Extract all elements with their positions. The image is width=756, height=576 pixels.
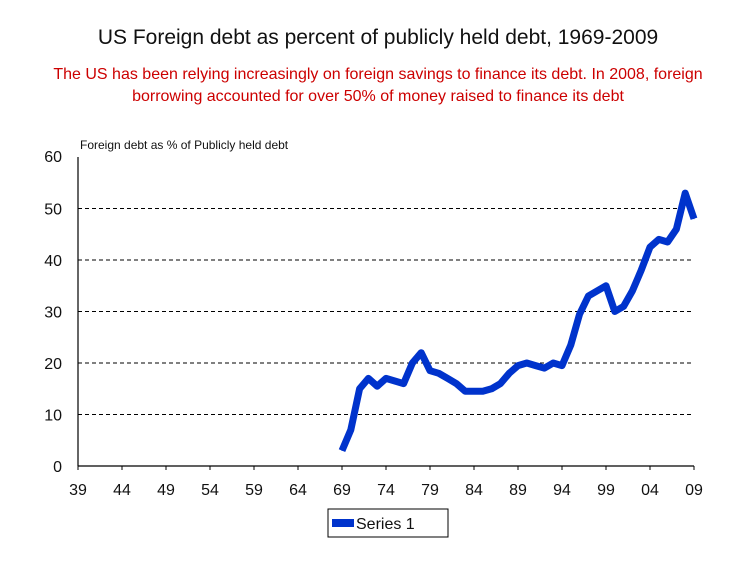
data-point-2002 — [631, 290, 633, 292]
x-tick-label-39: 39 — [69, 482, 87, 499]
legend-label-series-1: Series 1 — [356, 516, 415, 533]
x-tick-label-69: 69 — [333, 482, 351, 499]
data-point-1997 — [587, 295, 589, 297]
data-point-1973 — [376, 385, 378, 387]
data-point-1977 — [411, 362, 413, 364]
x-tick-labels: 39 44 49 54 59 64 69 74 79 84 89 94 99 04 09 — [69, 482, 703, 499]
data-point-1982 — [455, 383, 457, 385]
data-point-1990 — [526, 362, 528, 364]
x-tick-label-94: 94 — [553, 482, 571, 499]
data-point-1976 — [403, 383, 405, 385]
data-point-2008 — [684, 192, 686, 194]
data-point-2004 — [649, 246, 651, 248]
data-point-1994 — [561, 365, 563, 367]
y-tick-label-30: 30 — [44, 305, 62, 322]
data-point-1995 — [570, 344, 572, 346]
y-tick-label-10: 10 — [44, 408, 62, 425]
data-point-1986 — [491, 388, 493, 390]
y-tick-label-40: 40 — [44, 253, 62, 270]
data-point-1989 — [517, 365, 519, 367]
data-point-1999 — [605, 285, 607, 287]
y-tick-label-60: 60 — [44, 149, 62, 166]
data-point-1979 — [429, 370, 431, 372]
data-point-1996 — [579, 313, 581, 315]
x-tick-label-84: 84 — [465, 482, 483, 499]
data-point-1984 — [473, 390, 475, 392]
x-tick-label-74: 74 — [377, 482, 395, 499]
grid-lines — [78, 208, 694, 415]
data-point-2007 — [675, 228, 677, 230]
data-point-1969 — [341, 450, 343, 452]
x-tick-label-09: 09 — [685, 482, 703, 499]
x-tick-label-64: 64 — [289, 482, 307, 499]
data-point-1971 — [359, 388, 361, 390]
subtitle-line-2: borrowing accounted for over 50% of mone… — [132, 88, 624, 105]
data-point-1987 — [499, 383, 501, 385]
data-point-1998 — [596, 290, 598, 292]
data-point-1980 — [438, 372, 440, 374]
data-point-1988 — [508, 372, 510, 374]
data-point-1983 — [464, 390, 466, 392]
y-tick-label-50: 50 — [44, 202, 62, 219]
data-point-1978 — [420, 352, 422, 354]
y-tick-labels: 0 10 20 30 40 50 60 — [44, 149, 62, 476]
x-tick-label-44: 44 — [113, 482, 131, 499]
data-point-1972 — [367, 377, 369, 379]
data-point-2006 — [667, 241, 669, 243]
data-point-2009 — [693, 218, 695, 220]
subtitle-line-1: The US has been relying increasingly on … — [53, 66, 703, 83]
data-point-2005 — [658, 238, 660, 240]
chart-title: US Foreign debt as percent of publicly h… — [97, 26, 659, 49]
data-point-2003 — [640, 269, 642, 271]
data-point-1981 — [447, 377, 449, 379]
x-tick-label-59: 59 — [245, 482, 263, 499]
x-tick-label-79: 79 — [421, 482, 439, 499]
data-point-1992 — [543, 367, 545, 369]
series-lines — [338, 189, 698, 452]
x-tick-label-99: 99 — [597, 482, 615, 499]
legend: Series 1 — [327, 508, 449, 538]
chart-subtitle: The US has been relying increasingly on … — [0, 64, 756, 108]
y-tick-label-20: 20 — [44, 356, 62, 373]
y-tick-label-0: 0 — [53, 459, 62, 476]
data-point-1974 — [385, 377, 387, 379]
data-point-1970 — [350, 429, 352, 431]
data-point-2001 — [623, 305, 625, 307]
data-point-1975 — [394, 380, 396, 382]
data-point-1985 — [482, 390, 484, 392]
y-axis-label: Foreign debt as % of Publicly held debt — [80, 138, 289, 152]
x-tick-label-49: 49 — [157, 482, 175, 499]
legend-swatch-series-1 — [332, 519, 354, 527]
x-tick-label-04: 04 — [641, 482, 659, 499]
x-tick-label-54: 54 — [201, 482, 219, 499]
axes — [77, 157, 695, 470]
data-point-1991 — [535, 365, 537, 367]
data-point-1993 — [552, 362, 554, 364]
series-line-1 — [338, 189, 698, 452]
x-tick-label-89: 89 — [509, 482, 527, 499]
data-point-2000 — [614, 311, 616, 312]
